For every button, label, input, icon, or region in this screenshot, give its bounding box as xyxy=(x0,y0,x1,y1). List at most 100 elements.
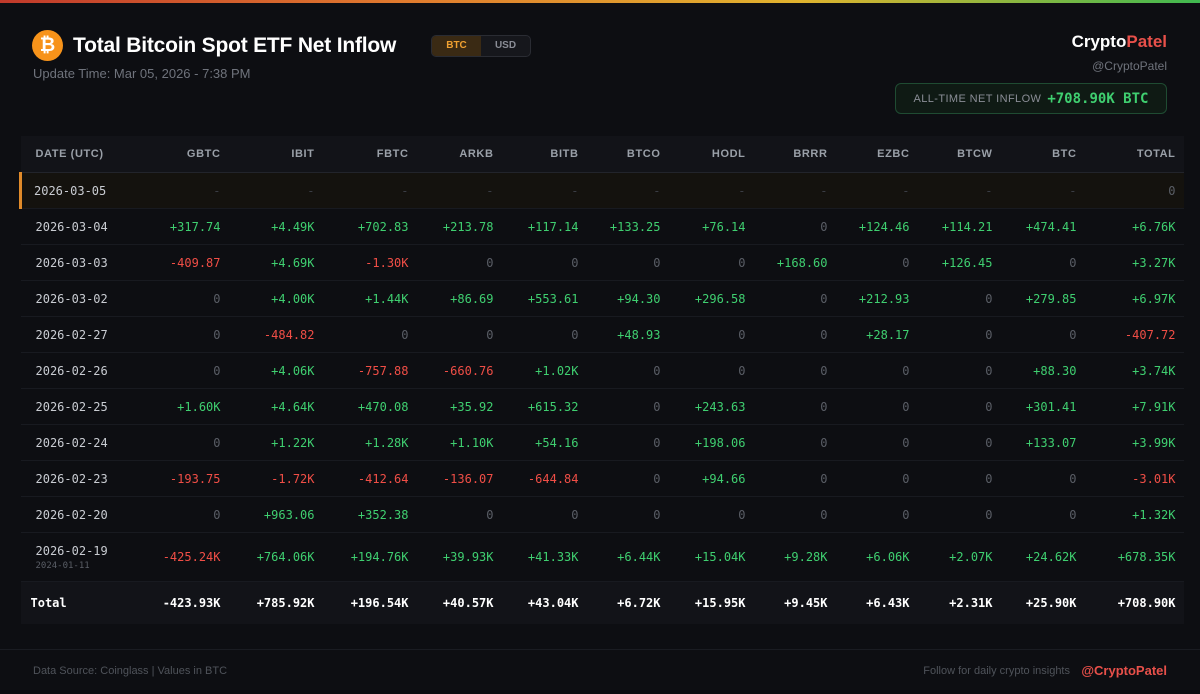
total-cell: +40.57K xyxy=(416,581,502,624)
flow-cell: - xyxy=(668,172,754,209)
flow-cell: 0 xyxy=(668,316,754,353)
flow-cell: +39.93K xyxy=(416,532,502,582)
total-cell: -423.93K xyxy=(141,581,229,624)
flow-cell: +86.69 xyxy=(416,280,502,317)
usd-toggle-button[interactable]: USD xyxy=(494,40,517,51)
flow-cell: +133.25 xyxy=(586,208,669,245)
flow-cell: -193.75 xyxy=(141,460,229,497)
date-text: 2026-02-24 xyxy=(35,435,108,450)
flow-cell: 0 xyxy=(141,316,229,353)
flow-cell: -425.24K xyxy=(141,532,229,582)
flow-cell: +198.06 xyxy=(668,424,754,461)
footer-handle-link[interactable]: @CryptoPatel xyxy=(1081,663,1167,678)
flow-cell: - xyxy=(501,172,587,209)
flow-cell: +1.10K xyxy=(416,424,502,461)
flow-cell: +4.64K xyxy=(228,388,323,425)
flow-cell: +702.83 xyxy=(322,208,417,245)
brand-handle: @CryptoPatel xyxy=(1092,59,1167,73)
flow-cell: +1.32K xyxy=(1084,496,1184,533)
flow-cell: 0 xyxy=(586,352,669,389)
table-header-row: DATE (UTC) GBTC IBIT FBTC ARKB BITB BTCO HODL BR… xyxy=(20,136,1184,173)
flow-cell: +24.62K xyxy=(1000,532,1085,582)
flow-cell: 0 xyxy=(416,316,502,353)
date-text: 2026-02-27 xyxy=(35,327,108,342)
flow-cell: 0 xyxy=(835,424,918,461)
unit-toggle: BTC USD xyxy=(431,35,531,57)
column-header: DATE (UTC) xyxy=(20,136,142,173)
flow-cell: 0 xyxy=(753,208,836,245)
flow-table: DATE (UTC) GBTC IBIT FBTC ARKB BITB BTCO HODL BR… xyxy=(19,136,1184,624)
flow-cell: +296.58 xyxy=(668,280,754,317)
table-row: 2026-02-20 0 +963.06 +352.38 0 0 0 0 0 0 0 0 +1.32K xyxy=(20,496,1184,533)
flow-cell: 0 xyxy=(501,496,587,533)
table-row: 2026-02-26 0 +4.06K -757.88 -660.76 +1.02K 0 0 0… xyxy=(20,352,1184,389)
column-header: BTC xyxy=(1000,136,1085,173)
flow-cell: +1.60K xyxy=(141,388,229,425)
total-cell: +25.90K xyxy=(1000,581,1085,624)
flow-cell: 0 xyxy=(141,352,229,389)
date-text: 2026-03-02 xyxy=(35,291,108,306)
flow-cell: +963.06 xyxy=(228,496,323,533)
flow-cell: - xyxy=(141,172,229,209)
flow-cell: - xyxy=(228,172,323,209)
table-row: 2026-02-19 2024-01-11 -425.24K +764.06K +194… xyxy=(20,532,1184,582)
total-row: Total -423.93K +785.92K +196.54K +40.57K +43.… xyxy=(20,581,1184,624)
flow-cell: 0 xyxy=(586,460,669,497)
flow-cell: 0 xyxy=(586,496,669,533)
flow-cell: +54.16 xyxy=(501,424,587,461)
flow-cell: 0 xyxy=(668,244,754,281)
flow-cell: -757.88 xyxy=(322,352,417,389)
flow-cell: -3.01K xyxy=(1084,460,1184,497)
flow-cell: +301.41 xyxy=(1000,388,1085,425)
flow-cell: +764.06K xyxy=(228,532,323,582)
brand-part2: Patel xyxy=(1126,32,1167,51)
flow-cell: 0 xyxy=(501,316,587,353)
btc-toggle-button[interactable]: BTC xyxy=(432,36,481,56)
flow-cell: +6.97K xyxy=(1084,280,1184,317)
total-cell: +785.92K xyxy=(228,581,323,624)
total-cell: +6.72K xyxy=(586,581,669,624)
table-row: 2026-03-04 +317.74 +4.49K +702.83 +213.78 +11… xyxy=(20,208,1184,245)
total-cell: +708.90K xyxy=(1084,581,1184,624)
flow-cell: - xyxy=(1000,172,1085,209)
date-cell: 2026-03-04 xyxy=(20,208,142,245)
column-header: ARKB xyxy=(416,136,502,173)
date-text: 2026-02-20 xyxy=(35,507,108,522)
flow-cell: +4.49K xyxy=(228,208,323,245)
date-subtext: 2024-01-11 xyxy=(35,560,90,571)
table-row: 2026-02-25 +1.60K +4.64K +470.08 +35.92 +615.… xyxy=(20,388,1184,425)
flow-cell: 0 xyxy=(1084,172,1184,209)
table-row: 2026-03-05- - - - - - - - - - -0 xyxy=(19,172,1184,209)
flow-cell: 0 xyxy=(917,280,1001,317)
footer: Data Source: Coinglass | Values in BTC F… xyxy=(0,649,1200,694)
flow-cell: 0 xyxy=(753,424,836,461)
total-cell: +2.31K xyxy=(917,581,1001,624)
flow-cell: 0 xyxy=(1000,496,1085,533)
bitcoin-icon: ₿ xyxy=(32,30,63,61)
header: ₿ Total Bitcoin Spot ETF Net Inflow BTC … xyxy=(0,3,1200,131)
flow-cell: 0 xyxy=(753,280,836,317)
flow-cell: +126.45 xyxy=(917,244,1001,281)
column-header: GBTC xyxy=(141,136,229,173)
flow-cell: +678.35K xyxy=(1084,532,1184,582)
flow-cell: 0 xyxy=(835,388,918,425)
flow-cell: +35.92 xyxy=(416,388,502,425)
flow-cell: +6.06K xyxy=(835,532,918,582)
flow-cell: +76.14 xyxy=(668,208,754,245)
flow-cell: +168.60 xyxy=(753,244,836,281)
flow-cell: +28.17 xyxy=(835,316,918,353)
flow-cell: +352.38 xyxy=(322,496,417,533)
flow-cell: +133.07 xyxy=(1000,424,1085,461)
flow-cell: 0 xyxy=(501,244,587,281)
flow-cell: 0 xyxy=(917,496,1001,533)
date-text: 2026-02-23 xyxy=(35,471,108,486)
date-cell: 2026-03-05 xyxy=(19,172,142,209)
flow-cell: 0 xyxy=(835,496,918,533)
flow-cell: 0 xyxy=(322,316,417,353)
total-cell: +196.54K xyxy=(322,581,417,624)
date-cell: 2026-02-25 xyxy=(20,388,142,425)
flow-cell: +2.07K xyxy=(917,532,1001,582)
flow-cell: -484.82 xyxy=(228,316,323,353)
flow-cell: -1.30K xyxy=(322,244,417,281)
flow-cell: 0 xyxy=(753,352,836,389)
